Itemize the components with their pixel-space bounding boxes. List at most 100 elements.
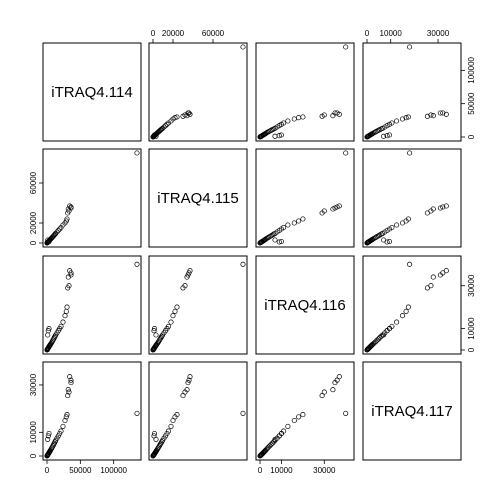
panel-frame	[255, 255, 355, 355]
data-point	[45, 239, 51, 245]
data-point	[68, 377, 74, 383]
data-point	[386, 326, 393, 332]
panel-r2-c3	[362, 255, 462, 355]
data-point	[285, 118, 291, 124]
data-point	[240, 44, 246, 50]
panel-frame	[362, 42, 462, 142]
tick-label: 30000	[467, 274, 476, 297]
data-point	[381, 133, 387, 139]
data-point	[156, 338, 162, 344]
data-point	[368, 343, 374, 349]
data-point	[151, 132, 158, 138]
data-point	[267, 233, 273, 240]
data-point	[57, 430, 63, 437]
data-point	[407, 44, 413, 50]
axis-left-3: 0 10000 30000	[29, 373, 44, 458]
data-point	[153, 332, 159, 338]
data-point	[60, 423, 66, 429]
tick-label: 100000	[100, 466, 127, 475]
data-point	[64, 412, 70, 418]
data-point	[430, 274, 436, 280]
tick-label: 60000	[202, 29, 225, 38]
data-point	[134, 261, 140, 267]
data-point	[262, 448, 268, 454]
data-point	[278, 132, 284, 138]
data-point	[424, 285, 430, 291]
data-point	[424, 113, 430, 119]
axis-top-3: 0 10000 30000	[365, 29, 450, 44]
data-point	[60, 319, 66, 325]
data-point	[161, 124, 167, 130]
data-point	[186, 377, 192, 383]
data-point	[64, 304, 70, 310]
panel-frame	[255, 42, 355, 142]
data-point	[134, 410, 140, 416]
data-point	[430, 113, 436, 119]
tick-label: 10000	[467, 317, 476, 340]
data-point	[151, 133, 157, 139]
data-point	[428, 283, 434, 289]
data-point	[65, 387, 71, 393]
variable-label: iTRAQ4.117	[371, 403, 452, 420]
data-point	[158, 127, 164, 133]
tick-label: 0	[29, 240, 38, 245]
data-point	[271, 439, 277, 445]
data-point	[321, 208, 327, 214]
tick-label: 10000	[380, 29, 403, 38]
data-point	[165, 428, 172, 434]
data-point	[272, 133, 278, 139]
data-point	[285, 222, 291, 228]
tick-label: 10000	[270, 466, 293, 475]
data-point	[394, 118, 400, 124]
data-point	[63, 414, 69, 420]
tick-label: 30000	[427, 29, 450, 38]
data-point	[162, 123, 169, 129]
tick-label: 0	[467, 134, 476, 139]
panel-frame	[255, 361, 355, 461]
data-point	[394, 222, 400, 228]
tick-label: 50000	[69, 466, 92, 475]
data-point	[403, 115, 409, 121]
panel-r2-c2: iTRAQ4.116	[255, 255, 355, 355]
data-point	[440, 204, 446, 210]
data-point	[377, 335, 383, 341]
data-point	[343, 410, 349, 416]
panel-r0-c3	[362, 42, 462, 142]
tick-label: 30000	[313, 466, 336, 475]
data-point	[405, 216, 411, 222]
data-point	[267, 128, 273, 134]
data-point	[269, 440, 275, 446]
data-point	[165, 323, 172, 329]
data-point	[443, 111, 449, 117]
data-point	[66, 389, 72, 395]
data-point	[174, 304, 180, 310]
data-point	[45, 433, 51, 439]
panel-frame	[148, 148, 248, 248]
panel-frame	[148, 361, 248, 461]
data-point	[67, 203, 73, 209]
data-point	[157, 441, 163, 447]
data-point	[334, 110, 340, 116]
data-point	[334, 377, 340, 383]
data-point	[151, 430, 158, 437]
panels-layer: iTRAQ4.114 iTRAQ4.115 iTRAQ4.116 iTRAQ4.117	[42, 42, 462, 461]
data-point	[336, 374, 342, 380]
data-point	[381, 332, 387, 338]
data-point	[268, 441, 274, 447]
tick-label: 10000	[29, 421, 38, 444]
panel-r2-c1	[148, 255, 248, 355]
data-point	[50, 337, 56, 343]
data-point	[291, 417, 297, 424]
data-point	[386, 121, 393, 127]
data-point	[49, 444, 55, 450]
data-point	[65, 206, 71, 212]
data-point	[151, 328, 157, 334]
axis-top-1: 0 20000 60000	[151, 29, 225, 44]
data-point	[174, 114, 180, 120]
data-point	[185, 380, 191, 386]
data-point	[428, 112, 434, 118]
panel-r1-c2	[255, 148, 355, 248]
data-point	[278, 430, 284, 437]
data-point	[300, 216, 306, 222]
data-point	[67, 374, 73, 380]
